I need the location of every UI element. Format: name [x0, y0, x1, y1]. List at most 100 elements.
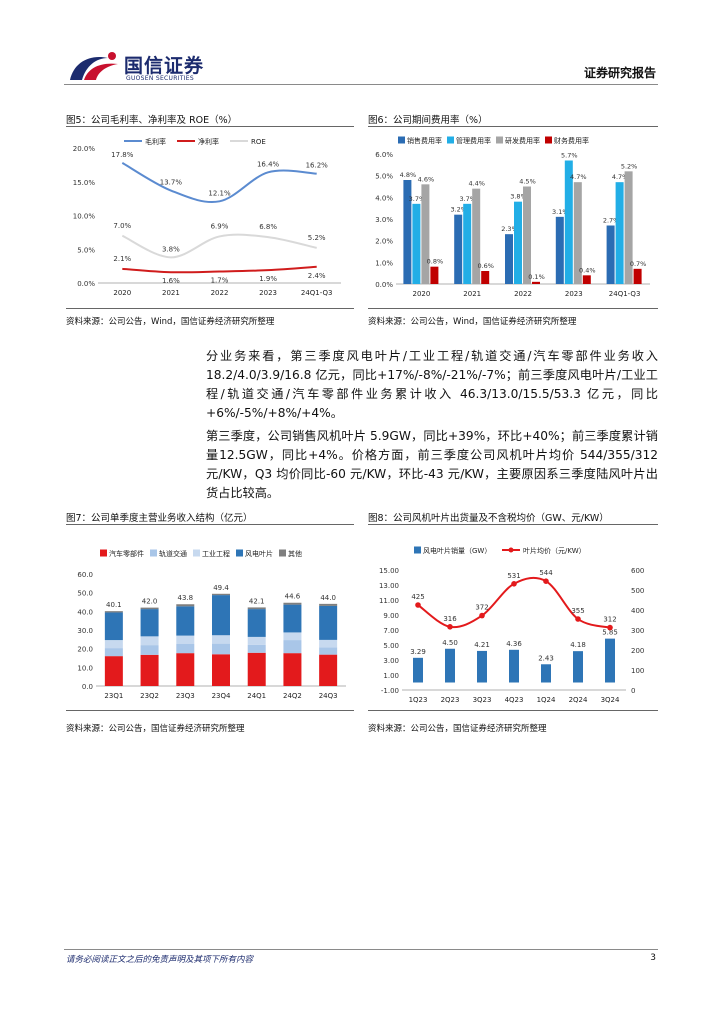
fig6-data-label: 5.2%	[621, 162, 638, 170]
fig6-data-label: 4.4%	[468, 180, 485, 188]
fig5-ytick-label: 10.0%	[73, 213, 96, 221]
fig7-legend-label: 轨道交通	[159, 549, 187, 558]
fig5-data-label: 6.8%	[259, 223, 277, 231]
fig8-xtick-label: 1Q23	[409, 696, 428, 704]
fig6-xtick-label: 24Q1-Q3	[609, 290, 641, 298]
fig8-combo-chart: 风电叶片销量（GW） 叶片均价（元/KW） -1.00 1.00 3.00 5.00 7.0…	[379, 546, 644, 704]
fig7-bar-segment-工业工程	[176, 635, 195, 644]
fig6-legend-swatch	[447, 136, 454, 144]
fig6-data-label: 0.4%	[579, 266, 596, 274]
fig8-price-marker	[607, 624, 613, 631]
fig6-ytick-label: 6.0%	[375, 151, 393, 159]
fig5-data-label: 1.7%	[211, 277, 229, 285]
fig6-data-label: 4.8%	[400, 171, 417, 179]
fig7-total-label: 44.6	[285, 593, 301, 601]
fig6-bar-财务费用率	[633, 268, 642, 284]
fig8-bar-label: 4.18	[570, 641, 586, 649]
fig6-data-label: 4.5%	[519, 178, 536, 186]
fig8-bar-label: 3.29	[410, 648, 426, 656]
fig6-bar-销售费用率	[403, 180, 412, 284]
fig6-data-label: 0.1%	[528, 273, 545, 281]
fig7-bar-segment-其他	[283, 602, 302, 605]
fig8-xtick-label: 3Q23	[473, 696, 492, 704]
fig5-series-line-净利率	[122, 265, 317, 274]
fig5-ytick-label: 5.0%	[77, 246, 95, 254]
fig6-xtick-label: 2023	[565, 290, 583, 298]
fig7-bar-segment-工业工程	[247, 636, 266, 645]
fig7-legend-swatch	[236, 549, 243, 557]
fig6-bar-管理费用率	[463, 203, 472, 284]
fig5-series-line-毛利率	[121, 161, 317, 203]
fig6-bar-研发费用率	[421, 184, 430, 284]
fig7-bar-segment-工业工程	[283, 632, 302, 641]
fig8-price-label: 355	[571, 607, 584, 615]
fig5-series-line-ROE	[121, 233, 317, 259]
fig7-bar-segment-其他	[104, 611, 123, 613]
fig6-data-label: 3.7%	[459, 195, 476, 203]
fig6-bar-财务费用率	[430, 266, 439, 284]
fig7-bar-segment-轨道交通	[319, 647, 338, 655]
fig7-bar-segment-轨道交通	[140, 645, 159, 655]
fig8-bar-label: 4.21	[474, 641, 490, 649]
fig8-legend-label: 叶片均价（元/KW）	[523, 546, 586, 555]
fig8-bar-shipment	[573, 651, 583, 683]
fig7-ytick-label: 20.0	[77, 646, 93, 654]
fig8-bar-shipment	[605, 638, 615, 683]
fig6-data-label: 3.1%	[552, 208, 569, 216]
fig5-data-label: 7.0%	[113, 222, 131, 230]
fig7-ytick-label: 30.0	[77, 627, 93, 635]
page-number: 3	[650, 953, 656, 963]
fig6-ytick-label: 5.0%	[375, 173, 393, 181]
fig8-bar-label: 5.85	[602, 629, 618, 637]
fig8-price-label: 531	[507, 572, 520, 580]
fig7-total-label: 40.1	[106, 601, 122, 609]
fig5-data-label: 1.6%	[162, 277, 180, 285]
fig8-left-ytick-label: 15.00	[379, 567, 399, 575]
fig7-bar-segment-风电叶片	[319, 605, 338, 640]
fig7-bar-segment-其他	[140, 607, 159, 610]
fig5-data-label: 16.4%	[257, 160, 280, 168]
fig8-xtick-label: 3Q24	[601, 696, 620, 704]
fig7-legend-swatch	[279, 549, 286, 557]
fig8-price-marker	[511, 581, 517, 587]
fig5-bottom-rule	[66, 308, 354, 309]
report-type: 证券研究报告	[583, 66, 656, 80]
fig7-bar-segment-轨道交通	[176, 644, 195, 654]
fig6-bar-销售费用率	[454, 214, 463, 284]
fig7-ytick-label: 10.0	[77, 664, 93, 672]
fig7-total-label: 42.1	[249, 597, 265, 605]
fig5-xtick-label: 2021	[162, 289, 180, 297]
fig7-ytick-label: 50.0	[77, 590, 93, 598]
fig6-data-label: 5.7%	[561, 152, 578, 160]
fig8-source: 资料来源：公司公告，国信证券经济研究所整理	[368, 724, 547, 734]
fig5-data-label: 1.9%	[259, 275, 277, 283]
fig7-bar-segment-工业工程	[319, 639, 338, 648]
fig8-left-ytick-label: 1.00	[383, 672, 399, 680]
fig6-xtick-label: 2021	[463, 290, 481, 298]
fig8-right-ytick-label: 300	[631, 627, 644, 635]
fig8-price-label: 372	[475, 604, 488, 612]
fig7-bar-segment-汽车零部件	[283, 653, 302, 686]
fig7-xtick-label: 24Q2	[283, 692, 302, 700]
fig6-data-label: 0.8%	[427, 258, 444, 266]
fig5-ytick-label: 15.0%	[73, 179, 96, 187]
fig7-stacked-bar-chart: 汽车零部件 轨道交通 工业工程 风电叶片 其他 0.0 10.0 20.0 30.0 40.0 50…	[77, 549, 346, 700]
fig6-data-label: 0.6%	[477, 262, 494, 270]
fig8-left-ytick-label: 9.00	[383, 612, 399, 620]
fig8-left-ytick-label: 5.00	[383, 642, 399, 650]
fig7-bar-segment-工业工程	[212, 635, 230, 644]
fig5-data-label: 6.9%	[211, 222, 229, 230]
fig7-bar-segment-汽车零部件	[319, 654, 338, 686]
fig7-bar-segment-风电叶片	[283, 604, 302, 633]
fig6-data-label: 3.2%	[450, 206, 467, 214]
fig8-legend-swatch	[414, 546, 421, 554]
fig6-xtick-label: 2022	[514, 290, 532, 298]
fig6-ytick-label: 3.0%	[375, 216, 393, 224]
fig8-title: 图8：公司风机叶片出货量及不含税均价（GW、元/KW）	[368, 513, 609, 524]
fig6-legend-swatch	[545, 136, 552, 144]
fig8-title-rule	[368, 524, 658, 525]
fig6-data-label: 2.7%	[603, 217, 620, 225]
fig8-price-marker	[543, 578, 549, 584]
fig7-bar-segment-风电叶片	[247, 609, 266, 637]
fig7-legend-swatch	[193, 549, 200, 557]
